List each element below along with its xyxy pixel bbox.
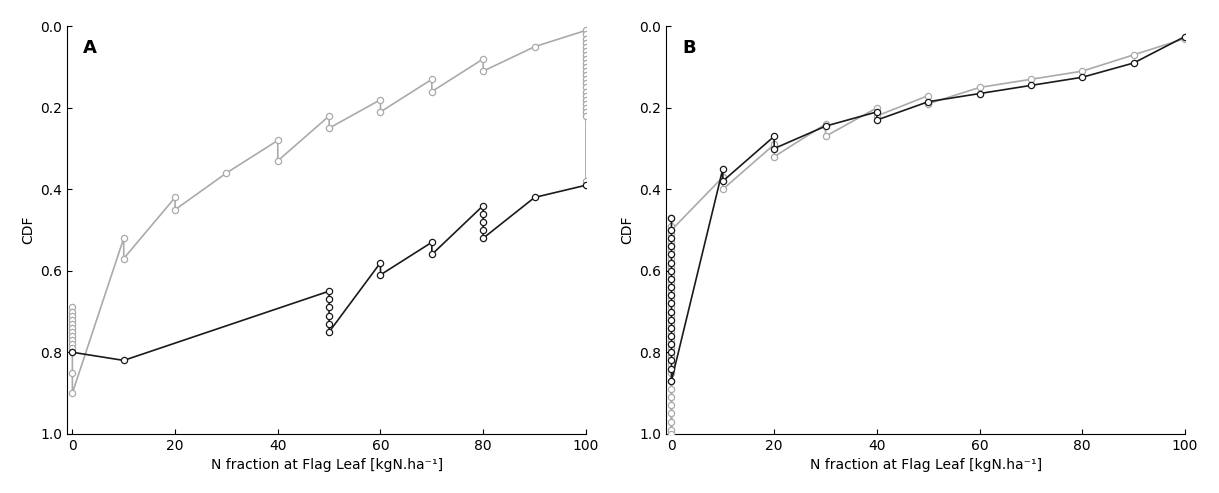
- Text: A: A: [83, 38, 96, 57]
- Y-axis label: CDF: CDF: [620, 216, 634, 245]
- Y-axis label: CDF: CDF: [21, 216, 35, 245]
- X-axis label: N fraction at Flag Leaf [kgN.ha⁻¹]: N fraction at Flag Leaf [kgN.ha⁻¹]: [809, 458, 1042, 472]
- X-axis label: N fraction at Flag Leaf [kgN.ha⁻¹]: N fraction at Flag Leaf [kgN.ha⁻¹]: [211, 458, 442, 472]
- Text: B: B: [681, 38, 696, 57]
